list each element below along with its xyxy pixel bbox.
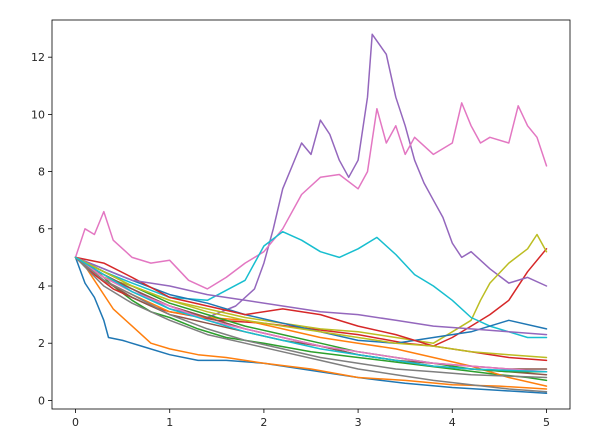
x-axis-ticks: 0 1 2 3 4 5: [72, 409, 550, 429]
x-tick-label: 0: [72, 416, 79, 429]
plot-frame: [51, 19, 571, 410]
y-tick-label: 2: [38, 337, 45, 350]
series-line-6: [74, 256, 548, 376]
y-tick-label: 8: [38, 166, 45, 179]
y-tick-label: 12: [31, 51, 45, 64]
series-line-11: [74, 256, 548, 344]
y-tick-label: 0: [38, 394, 45, 407]
y-tick-label: 10: [31, 108, 45, 121]
x-tick-label: 3: [355, 416, 362, 429]
y-tick-label: 6: [38, 223, 45, 236]
x-tick-label: 2: [260, 416, 267, 429]
x-tick-label: 5: [543, 416, 550, 429]
series-line-2: [74, 256, 548, 390]
series-line-5: [74, 33, 548, 319]
series-line-8: [74, 256, 548, 393]
series-line-19: [74, 256, 548, 359]
x-tick-label: 4: [449, 416, 456, 429]
series-layer: [74, 33, 548, 395]
y-axis-ticks: 0 2 4 6 8 10 12: [31, 51, 52, 407]
series-line-7: [74, 102, 548, 290]
y-tick-label: 4: [38, 280, 45, 293]
series-line-15: [74, 256, 548, 336]
series-line-18: [74, 256, 548, 379]
series-line-20: [74, 256, 548, 373]
series-line-1: [74, 256, 548, 395]
x-tick-label: 1: [166, 416, 173, 429]
